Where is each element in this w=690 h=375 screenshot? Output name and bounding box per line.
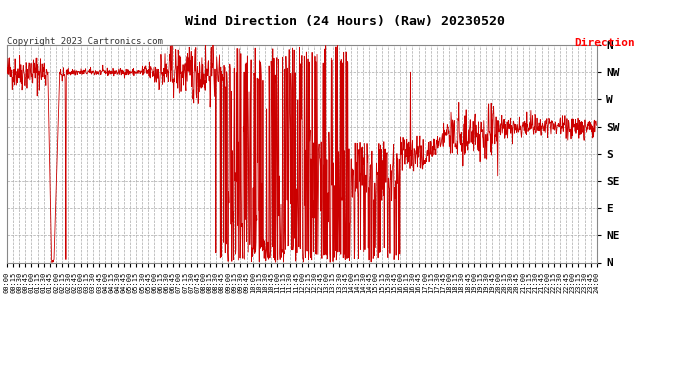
Text: Copyright 2023 Cartronics.com: Copyright 2023 Cartronics.com bbox=[7, 38, 163, 46]
Text: Wind Direction (24 Hours) (Raw) 20230520: Wind Direction (24 Hours) (Raw) 20230520 bbox=[185, 15, 505, 28]
Text: Direction: Direction bbox=[574, 38, 635, 48]
